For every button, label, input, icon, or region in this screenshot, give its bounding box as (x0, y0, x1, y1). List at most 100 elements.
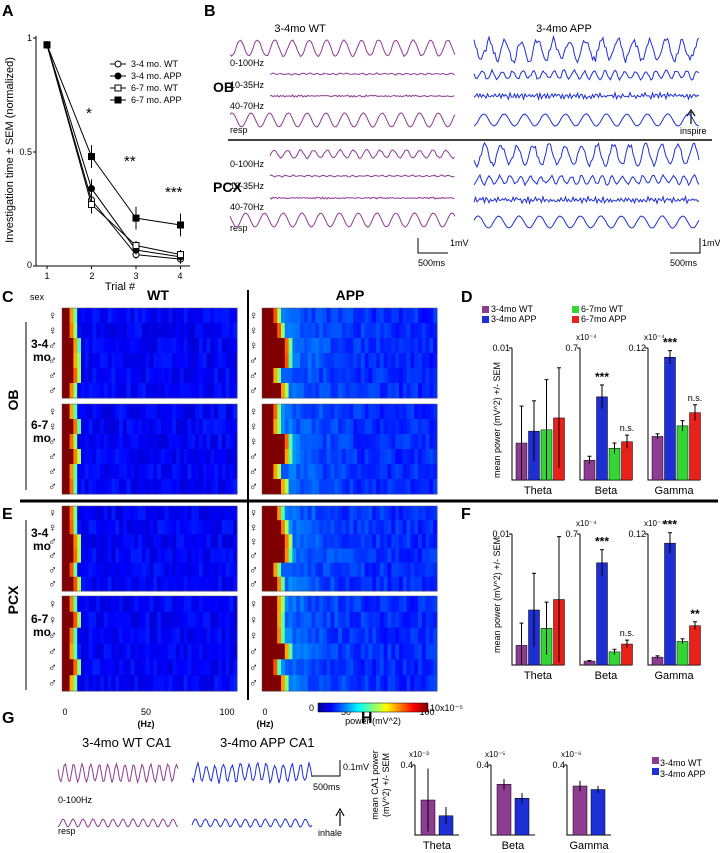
hm-ob-app-67-cell (265, 464, 271, 480)
hm-ob-wt-67-cell (134, 404, 139, 420)
hm-pcx-wt-67-cell (214, 675, 219, 692)
hm-pcx-wt-67-cell (214, 643, 219, 660)
hm-pcx-wt-34-cell (100, 548, 105, 564)
hm-pcx-app-67-cell (429, 675, 434, 692)
hm-ob-wt-67-cell (168, 419, 173, 435)
hm-ob-app-34-cell (360, 368, 366, 384)
hm-pcx-wt-34-cell (73, 548, 78, 564)
hm-ob-app-34-cell (364, 308, 369, 324)
hm-ob-wt-67-cell (153, 419, 158, 435)
hm-pcx-wt-34-cell (111, 548, 116, 564)
hm-ob-app-34-cell (334, 353, 339, 369)
hm-ob-app-67-cell (269, 419, 274, 435)
hm-pcx-app-67-cell (349, 675, 354, 692)
hm-ob-app-34-cell (288, 323, 293, 339)
hm-pcx-wt-34-cell (229, 548, 234, 564)
hm-pcx-app-34-cell (334, 506, 339, 521)
hm-ob-app-67-cell (307, 449, 312, 465)
hm-ob-app-34-cell (269, 383, 274, 399)
panel-b-title-app: 3-4mo APP (536, 23, 592, 35)
hm-pcx-app-34-cell (303, 506, 309, 521)
hm-pcx-wt-67-cell (73, 627, 78, 644)
hm-pcx-wt-67-cell (206, 675, 211, 692)
hm-ob-wt-34-cell (126, 308, 131, 324)
hm-ob-app-34-cell (410, 353, 415, 369)
hm-pcx-wt-34-cell (187, 534, 192, 549)
f-gamma-bar (664, 542, 676, 666)
hm-pcx-wt-67-cell (119, 627, 124, 644)
hm-ob-app-67-cell (425, 449, 430, 465)
hm-pcx-app-34-cell (338, 548, 343, 564)
hm-pcx-wt-67-cell (65, 675, 71, 692)
hm-ob-wt-34-cell (221, 368, 227, 384)
hm-ob-app-34-cell (326, 338, 331, 354)
hm-pcx-wt-67-cell (199, 596, 204, 613)
hm-ob-app-34-cell (364, 368, 369, 384)
hm-ob-app-34-cell (303, 368, 309, 384)
hm-ob-app-34-cell (284, 323, 290, 339)
hm-pcx-wt-34-cell (134, 520, 139, 535)
hm-pcx-wt-34-cell (96, 534, 101, 549)
hm-pcx-wt-67-cell (69, 659, 74, 676)
hm-pcx-app-67-cell (376, 627, 381, 644)
hm-pcx-app-34-cell (341, 506, 347, 521)
hm-ob-app-34-cell (429, 353, 434, 369)
hm-ob-app-67-cell (326, 419, 331, 435)
panel-letter-c: C (2, 289, 14, 306)
hm-ob-app-67-cell (345, 419, 350, 435)
hm-pcx-app-67-cell (402, 643, 408, 660)
hm-ob-wt-34-cell (77, 338, 82, 354)
hm-ob-app-67-cell (364, 479, 369, 495)
hm-ob-wt-34-cell (229, 368, 234, 384)
hm-ob-wt-67-cell (103, 404, 109, 420)
hm-ob-wt-67-cell (164, 449, 169, 465)
hm-ob-wt-34-cell (160, 353, 166, 369)
hm-pcx-app-34-cell (406, 548, 411, 564)
hm-ob-wt-67-cell (202, 419, 208, 435)
hm-pcx-wt-67-cell (168, 596, 173, 613)
hm-pcx-app-67-cell (307, 675, 312, 692)
hm-ob-app-67-cell (414, 449, 419, 465)
hm-pcx-wt-34-cell (176, 534, 181, 549)
hm-ob-wt-34-cell (130, 353, 135, 369)
hm-pcx-app-67-cell (421, 643, 427, 660)
hm-ob-wt-67-cell (126, 464, 131, 480)
hm-pcx-wt-34-cell (164, 548, 169, 564)
hm-ob-app-34-cell (273, 308, 278, 324)
hm-pcx-wt-67-cell (138, 659, 143, 676)
d-gamma-scale: 0.12 (628, 343, 646, 353)
hm-ob-wt-34-cell (115, 368, 120, 384)
hm-ob-wt-34-cell (141, 383, 147, 399)
hm-ob-app-67-cell (322, 479, 328, 495)
hm-ob-wt-34-cell (176, 338, 181, 354)
hm-ob-wt-67-cell (65, 479, 71, 495)
hm-pcx-wt-67-cell (65, 659, 71, 676)
hm-ob-app-34-cell (429, 308, 434, 324)
hm-pcx-app-67-cell (433, 659, 438, 676)
hm-pcx-wt-67-cell (172, 659, 177, 676)
legend-a-3: 6-7 mo. WT (131, 83, 179, 93)
trace-pcx-app-40-70 (473, 194, 700, 205)
hm-pcx-wt-34-cell (65, 506, 71, 521)
hm-ob-app-34-cell (372, 308, 377, 324)
hm-pcx-wt-34-cell (126, 506, 131, 521)
hm-pcx-app-34-cell (383, 562, 388, 578)
hm-ob-app-34-cell (319, 353, 324, 369)
hm-pcx-app-67-cell (379, 659, 385, 676)
hm-pcx-wt-67-cell (130, 611, 135, 629)
hm-ob-wt-67-cell (111, 464, 116, 480)
hm-pcx-app-67-cell (265, 627, 271, 644)
hm-ob-wt-67-cell (134, 464, 139, 480)
hm-pcx-app-34-cell (281, 506, 286, 521)
hm-pcx-wt-67-cell (88, 627, 93, 644)
hm-ob-app-67-cell (399, 419, 404, 435)
hm-pcx-wt-34-cell (62, 562, 67, 578)
hm-pcx-app-34-cell (357, 520, 362, 535)
hm-pcx-wt-67-cell (100, 596, 105, 613)
hm-pcx-app-67-cell (364, 675, 369, 692)
hm-pcx-app-67-cell (387, 611, 392, 629)
hm-ob-app-67-cell (364, 449, 369, 465)
hm-ob-wt-67-cell (168, 479, 173, 495)
hm-ob-app-67-cell (319, 479, 324, 495)
